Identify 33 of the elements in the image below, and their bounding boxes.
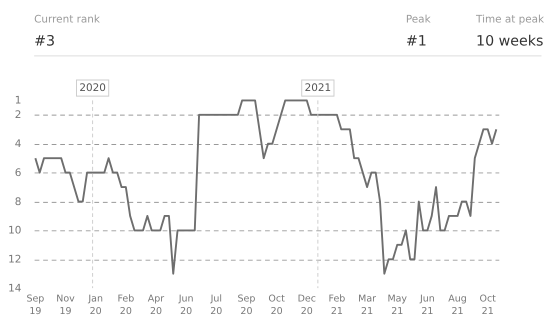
x-tick-label: Feb 21 (328, 293, 346, 317)
x-tick-label: Oct 20 (268, 293, 286, 317)
x-tick-label: Mar 21 (358, 293, 376, 317)
y-tick-label: 12 (8, 254, 22, 266)
text: #3 (34, 33, 56, 50)
x-tick-label: Jun 21 (419, 293, 435, 317)
x-tick-label: Apr 20 (148, 293, 164, 317)
ref-line-label: 2021 (304, 82, 332, 94)
x-tick-label: Jan 20 (87, 293, 103, 317)
x-tick-label: Sep 20 (238, 293, 256, 317)
ref-line-label: 2020 (79, 82, 106, 94)
text: Peak (406, 14, 431, 26)
x-tick-label: Nov 19 (56, 293, 76, 317)
x-tick-label: Jun 20 (178, 293, 194, 317)
y-tick-label: 6 (14, 166, 22, 179)
x-tick-label: May 21 (387, 293, 408, 317)
line-series (34, 99, 498, 275)
y-tick-label: 1 (14, 94, 22, 107)
y-tick-label: 8 (14, 196, 22, 208)
text: 10 weeks (476, 33, 544, 50)
x-tick-label: Aug 21 (448, 293, 467, 317)
text: #1 (406, 33, 427, 50)
x-tick-label: Sep 19 (26, 293, 44, 317)
y-tick-label: 10 (8, 224, 22, 237)
x-tick-label: Oct 21 (480, 293, 496, 317)
y-tick-label: 2 (14, 109, 22, 122)
text: Time at peak (475, 14, 544, 26)
text: Current rank (34, 14, 100, 26)
y-tick-label: 4 (14, 138, 22, 150)
x-tick-label: Dec 20 (298, 293, 316, 317)
x-tick-label: Feb 20 (117, 293, 134, 317)
x-tick-label: Jul 20 (210, 293, 222, 317)
y-tick-label: 14 (8, 282, 22, 294)
